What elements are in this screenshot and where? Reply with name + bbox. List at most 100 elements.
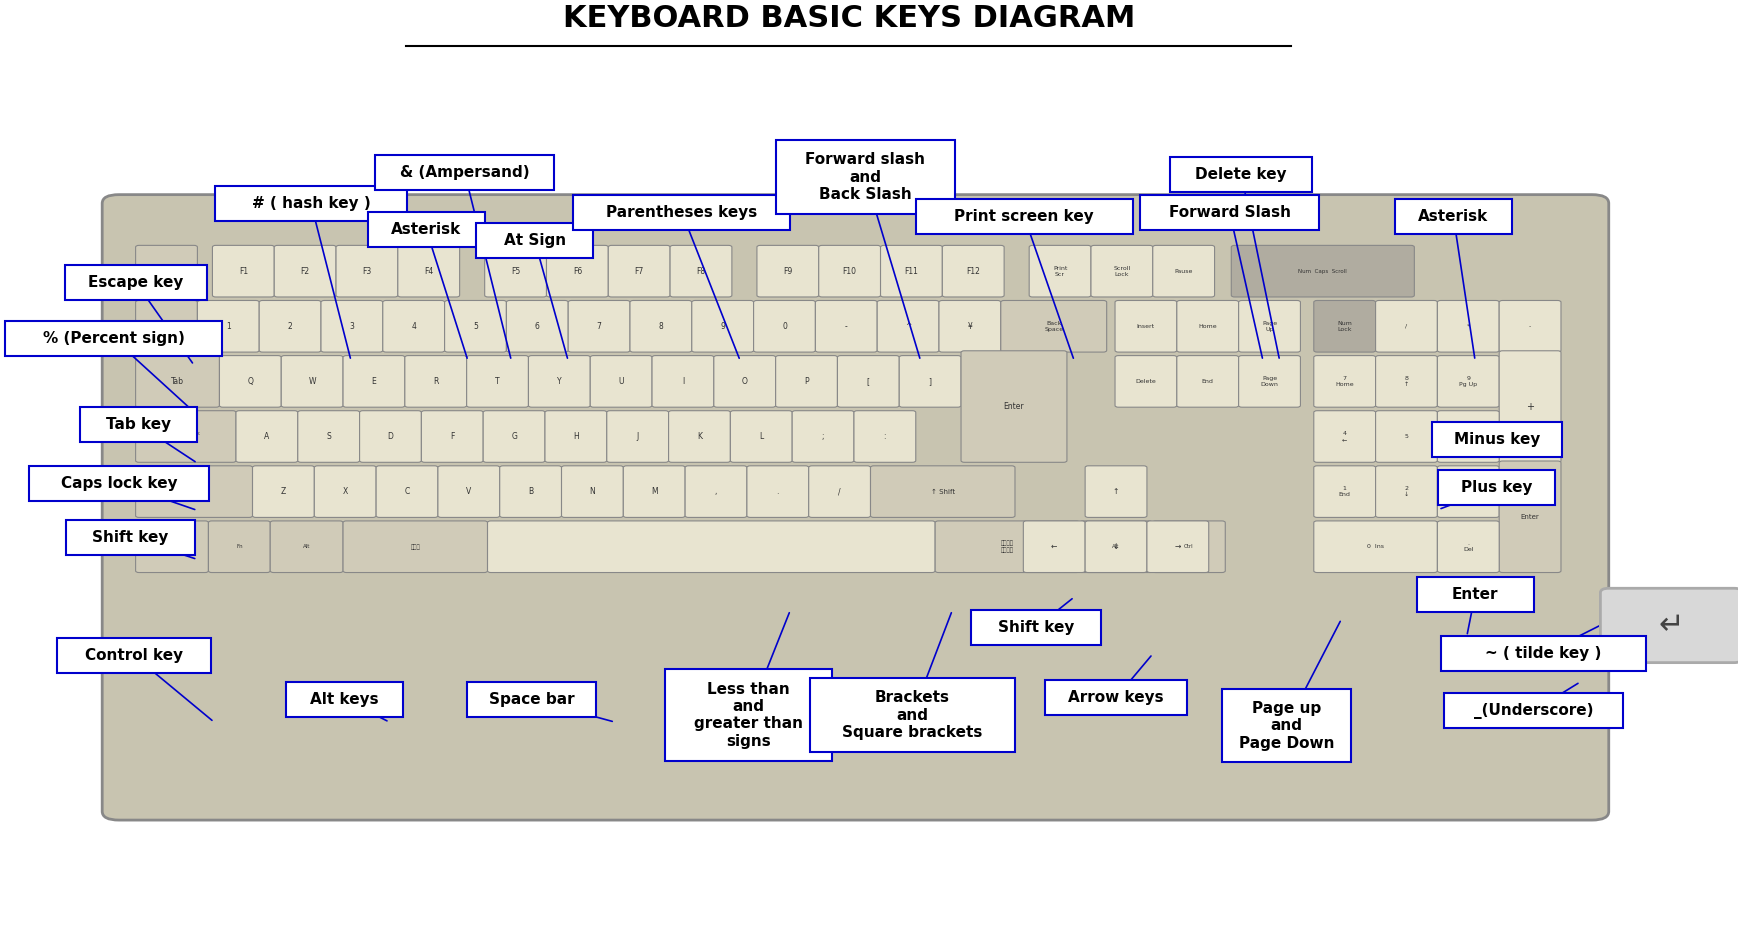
FancyBboxPatch shape	[405, 356, 466, 407]
FancyBboxPatch shape	[342, 356, 405, 407]
FancyBboxPatch shape	[652, 356, 714, 407]
Text: R: R	[433, 377, 438, 386]
Text: Num  Caps  Scroll: Num Caps Scroll	[1298, 268, 1347, 274]
FancyBboxPatch shape	[754, 300, 815, 352]
FancyBboxPatch shape	[935, 521, 1079, 572]
FancyBboxPatch shape	[483, 411, 546, 462]
Text: Scroll
Lock: Scroll Lock	[1114, 266, 1130, 277]
Text: Enter: Enter	[1521, 514, 1540, 520]
Text: 6
→: 6 →	[1465, 432, 1470, 442]
Text: 5: 5	[473, 322, 478, 331]
Text: Enter: Enter	[1003, 402, 1024, 411]
Text: ^: ^	[905, 322, 911, 331]
Text: Tab: Tab	[170, 377, 184, 386]
FancyBboxPatch shape	[5, 322, 222, 356]
Text: L: L	[760, 432, 763, 441]
FancyBboxPatch shape	[878, 300, 939, 352]
Text: F5: F5	[511, 267, 520, 276]
Text: Print screen key: Print screen key	[954, 209, 1093, 224]
Text: +: +	[1526, 402, 1535, 412]
FancyBboxPatch shape	[881, 245, 942, 297]
FancyBboxPatch shape	[1375, 300, 1437, 352]
Text: *: *	[1467, 323, 1470, 329]
FancyBboxPatch shape	[375, 466, 438, 517]
Text: Delete key: Delete key	[1196, 167, 1288, 182]
FancyBboxPatch shape	[1437, 466, 1500, 517]
Text: Num
Lock: Num Lock	[1337, 321, 1352, 332]
Text: Home: Home	[1199, 323, 1217, 329]
FancyBboxPatch shape	[66, 520, 195, 555]
FancyBboxPatch shape	[685, 466, 747, 517]
Text: 7: 7	[596, 322, 601, 331]
Text: 9: 9	[720, 322, 725, 331]
FancyBboxPatch shape	[1079, 521, 1152, 572]
FancyBboxPatch shape	[136, 356, 219, 407]
Text: X: X	[342, 487, 348, 496]
FancyBboxPatch shape	[57, 638, 212, 673]
FancyBboxPatch shape	[1239, 356, 1300, 407]
Text: 4
←: 4 ←	[1342, 432, 1347, 442]
FancyBboxPatch shape	[64, 265, 207, 299]
Text: KEYBOARD BASIC KEYS DIAGRAM: KEYBOARD BASIC KEYS DIAGRAM	[563, 4, 1135, 33]
FancyBboxPatch shape	[445, 300, 506, 352]
Text: Alt: Alt	[1112, 544, 1119, 549]
FancyBboxPatch shape	[198, 300, 259, 352]
FancyBboxPatch shape	[1085, 521, 1147, 572]
FancyBboxPatch shape	[1375, 466, 1437, 517]
Text: Shift key: Shift key	[92, 530, 169, 545]
Text: Enter: Enter	[1451, 587, 1498, 602]
FancyBboxPatch shape	[608, 245, 671, 297]
Text: -: -	[1529, 323, 1531, 329]
FancyBboxPatch shape	[1439, 470, 1556, 505]
Text: ]: ]	[928, 377, 932, 386]
FancyBboxPatch shape	[1152, 245, 1215, 297]
Text: ←: ←	[1051, 542, 1057, 551]
FancyBboxPatch shape	[939, 300, 1001, 352]
FancyBboxPatch shape	[269, 521, 342, 572]
FancyBboxPatch shape	[1437, 356, 1500, 407]
Text: U: U	[619, 377, 624, 386]
Text: Forward Slash: Forward Slash	[1168, 205, 1291, 220]
Text: Space bar: Space bar	[488, 692, 574, 706]
FancyBboxPatch shape	[1432, 422, 1561, 457]
Text: →: →	[1175, 542, 1182, 551]
FancyBboxPatch shape	[375, 156, 554, 190]
FancyBboxPatch shape	[916, 199, 1133, 234]
FancyBboxPatch shape	[1045, 680, 1187, 715]
Text: F11: F11	[904, 267, 918, 276]
FancyBboxPatch shape	[669, 411, 730, 462]
FancyBboxPatch shape	[382, 300, 445, 352]
FancyBboxPatch shape	[899, 356, 961, 407]
FancyBboxPatch shape	[758, 245, 819, 297]
FancyBboxPatch shape	[485, 245, 546, 297]
Text: Caps Lock
英数: Caps Lock 英数	[172, 431, 200, 443]
Text: Escape key: Escape key	[89, 275, 182, 290]
Text: F10: F10	[843, 267, 857, 276]
FancyBboxPatch shape	[775, 356, 838, 407]
Text: ~ ( tilde key ): ~ ( tilde key )	[1486, 647, 1602, 662]
FancyBboxPatch shape	[335, 245, 398, 297]
Text: Ctrl: Ctrl	[167, 544, 177, 549]
Text: 1: 1	[226, 322, 231, 331]
FancyBboxPatch shape	[961, 350, 1067, 462]
Text: W: W	[308, 377, 316, 386]
Text: F7: F7	[634, 267, 643, 276]
FancyBboxPatch shape	[501, 466, 561, 517]
Text: Arrow keys: Arrow keys	[1069, 690, 1164, 706]
Text: 8: 8	[659, 322, 664, 331]
FancyBboxPatch shape	[368, 212, 485, 247]
Text: M: M	[652, 487, 657, 496]
FancyBboxPatch shape	[1170, 157, 1312, 192]
Text: V: V	[466, 487, 471, 496]
FancyBboxPatch shape	[1024, 521, 1085, 572]
Text: S: S	[327, 432, 330, 441]
Text: Page
Up: Page Up	[1262, 321, 1277, 332]
Text: ↑: ↑	[1112, 487, 1119, 496]
FancyBboxPatch shape	[1029, 245, 1091, 297]
FancyBboxPatch shape	[360, 411, 421, 462]
FancyBboxPatch shape	[607, 411, 669, 462]
FancyBboxPatch shape	[1500, 300, 1561, 352]
Text: Q: Q	[247, 377, 254, 386]
Text: F6: F6	[574, 267, 582, 276]
Text: F12: F12	[966, 267, 980, 276]
